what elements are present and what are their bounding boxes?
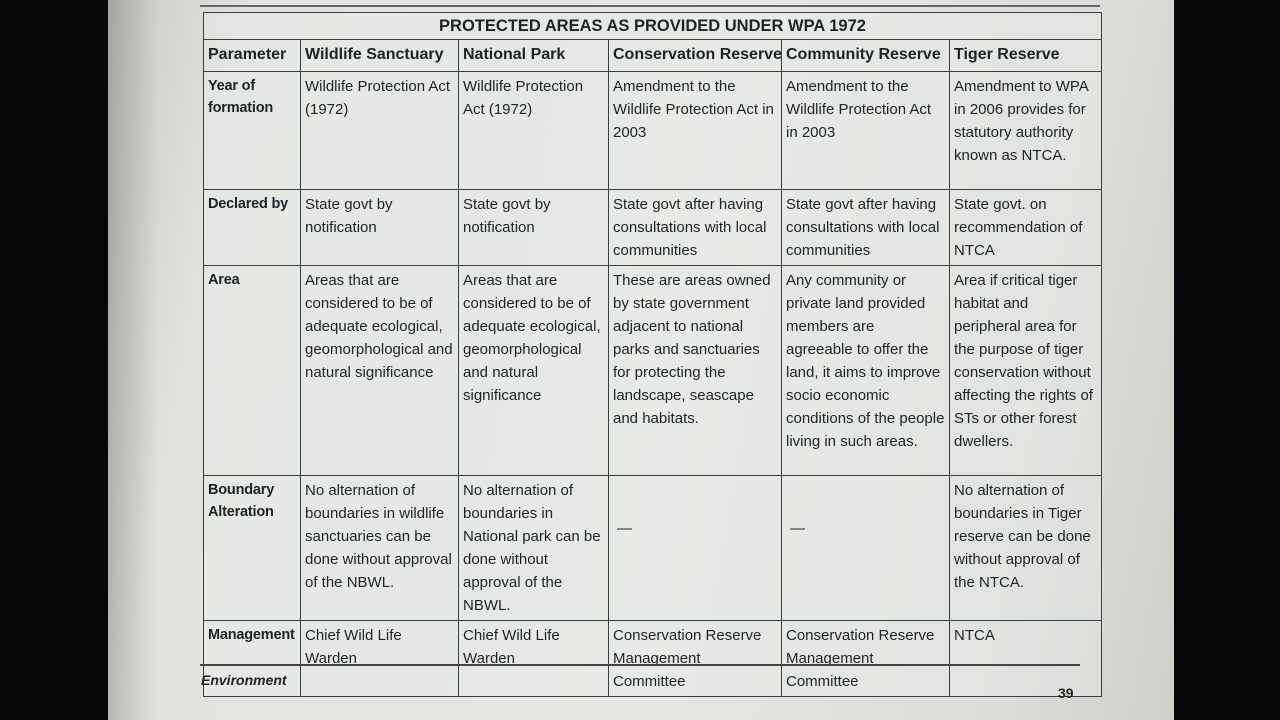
column-header: Conservation Reserve	[608, 39, 782, 72]
column-header: Tiger Reserve	[949, 39, 1102, 72]
top-rule	[200, 5, 1100, 7]
table-cell: Amendment to WPA in 2006 provides for st…	[949, 71, 1102, 190]
table-cell: Areas that are considered to be of adequ…	[458, 265, 609, 476]
table-cell: Amendment to the Wildlife Protection Act…	[608, 71, 782, 190]
row-parameter: Area	[203, 265, 301, 476]
table-cell: Conservation Reserve Management Committe…	[781, 620, 950, 697]
table-cell: Chief Wild Life Warden	[300, 620, 459, 697]
table-row: Year of formation Wildlife Protection Ac…	[203, 71, 1102, 190]
empty-dash: —	[790, 520, 805, 537]
table-title-row: PROTECTED AREAS AS PROVIDED UNDER WPA 19…	[203, 12, 1102, 40]
footer-section-label: Environment	[201, 672, 287, 688]
column-header: National Park	[458, 39, 609, 72]
table-cell: Any community or private land provided m…	[781, 265, 950, 476]
table-cell: Areas that are considered to be of adequ…	[300, 265, 459, 476]
row-parameter: Boundary Alteration	[203, 475, 301, 621]
protected-areas-table: PROTECTED AREAS AS PROVIDED UNDER WPA 19…	[203, 12, 1102, 697]
empty-dash: —	[617, 520, 632, 537]
row-parameter: Year of formation	[203, 71, 301, 190]
table-cell: —	[781, 475, 950, 621]
table-cell: Amendment to the Wildlife Protection Act…	[781, 71, 950, 190]
table-cell: State govt after having consultations wi…	[781, 189, 950, 266]
table-cell: NTCA	[949, 620, 1102, 697]
table-cell: State govt. on recommendation of NTCA	[949, 189, 1102, 266]
table-cell: No alternation of boundaries in Tiger re…	[949, 475, 1102, 621]
table-row: Boundary Alteration No alternation of bo…	[203, 475, 1102, 621]
table-cell: No alternation of boundaries in National…	[458, 475, 609, 621]
table-cell: Chief Wild Life Warden	[458, 620, 609, 697]
table-cell: Wildlife Protection Act (1972)	[458, 71, 609, 190]
table-cell: Area if critical tiger habitat and perip…	[949, 265, 1102, 476]
column-header: Wildlife Sanctuary	[300, 39, 459, 72]
table-cell: —	[608, 475, 782, 621]
table-cell: State govt by notification	[300, 189, 459, 266]
table-cell: Wildlife Protection Act (1972)	[300, 71, 459, 190]
right-black-border	[1174, 0, 1280, 720]
table-row: Declared by State govt by notification S…	[203, 189, 1102, 266]
page-number: 39	[1058, 685, 1074, 701]
table-row: Management Chief Wild Life Warden Chief …	[203, 620, 1102, 697]
page-shadow	[108, 0, 158, 720]
row-parameter: Declared by	[203, 189, 301, 266]
table-header-row: Parameter Wildlife Sanctuary National Pa…	[203, 39, 1102, 72]
book-page-photo: PROTECTED AREAS AS PROVIDED UNDER WPA 19…	[108, 0, 1174, 720]
table-row: Area Areas that are considered to be of …	[203, 265, 1102, 476]
table-title: PROTECTED AREAS AS PROVIDED UNDER WPA 19…	[203, 12, 1102, 40]
footer-rule	[200, 664, 1080, 666]
table-cell: Conservation Reserve Management Committe…	[608, 620, 782, 697]
table-cell: State govt by notification	[458, 189, 609, 266]
table-cell: These are areas owned by state governmen…	[608, 265, 782, 476]
column-header: Community Reserve	[781, 39, 950, 72]
table-cell: State govt after having consultations wi…	[608, 189, 782, 266]
row-parameter: Management	[203, 620, 301, 697]
left-black-border	[0, 0, 108, 720]
table-cell: No alternation of boundaries in wildlife…	[300, 475, 459, 621]
column-header: Parameter	[203, 39, 301, 72]
